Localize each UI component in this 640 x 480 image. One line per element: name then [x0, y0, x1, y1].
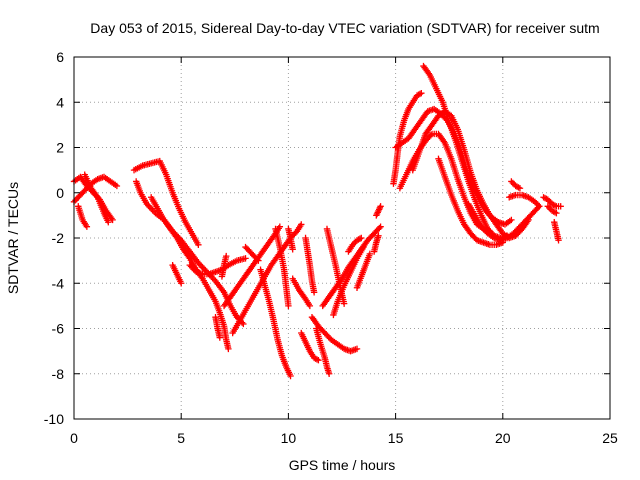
data-point — [276, 223, 284, 230]
data-point — [366, 250, 374, 258]
data-point — [340, 300, 348, 307]
series-track-3 — [75, 203, 91, 230]
series-track-15 — [272, 225, 292, 310]
x-tick-label: 10 — [281, 430, 297, 446]
data-point — [285, 302, 292, 310]
data-point — [360, 243, 367, 251]
data-point — [416, 90, 424, 98]
data-point — [325, 370, 333, 377]
series-track-40 — [551, 218, 562, 244]
x-tick-label: 5 — [177, 430, 185, 446]
series-track-14 — [242, 243, 262, 264]
series-track-11 — [212, 313, 223, 341]
data-marks — [70, 62, 564, 380]
y-tick-label: -4 — [52, 275, 65, 291]
y-axis-title: SDTVAR / TECUs — [5, 182, 21, 294]
data-point — [356, 235, 364, 242]
data-point — [223, 252, 230, 260]
data-point — [536, 203, 543, 210]
series-track-27 — [345, 234, 365, 255]
data-point — [83, 223, 91, 230]
data-point — [216, 334, 223, 341]
y-tick-label: -6 — [52, 321, 65, 337]
data-point — [551, 202, 559, 209]
series-track-19 — [289, 275, 314, 310]
data-point — [516, 185, 524, 192]
axis-ticks: 0 5 10 15 20 25 -10 -8 -6 -4 -2 0 2 4 6 — [44, 49, 618, 446]
chart-title: Day 053 of 2015, Sidereal Day-to-day VTE… — [90, 20, 599, 36]
data-point — [377, 203, 384, 210]
series-track-21 — [308, 313, 361, 355]
series-track-6 — [132, 178, 247, 328]
x-tick-label: 15 — [388, 430, 404, 446]
data-point — [225, 345, 232, 353]
data-point — [515, 184, 522, 191]
series-track-16 — [257, 266, 294, 380]
y-tick-label: -10 — [44, 411, 64, 427]
series-track-17 — [285, 225, 296, 253]
y-tick-label: -8 — [52, 366, 65, 382]
y-tick-label: 6 — [56, 49, 64, 65]
series-track-38 — [508, 178, 524, 192]
data-point — [287, 372, 294, 380]
data-point — [358, 234, 365, 242]
series-track-5 — [130, 157, 202, 248]
data-point — [310, 289, 318, 296]
y-tick-label: 4 — [56, 94, 64, 110]
series-track-41 — [544, 203, 560, 217]
series-track-37 — [506, 191, 543, 210]
series-track-35 — [435, 155, 506, 248]
data-point — [255, 257, 262, 264]
data-point — [240, 320, 247, 328]
series-track-20 — [298, 329, 322, 364]
series-track-8 — [169, 261, 185, 287]
data-point — [375, 232, 382, 239]
data-point — [427, 132, 434, 139]
series-track-18 — [302, 234, 318, 296]
data-point — [418, 90, 425, 97]
data-point — [508, 216, 515, 224]
data-point — [353, 345, 361, 353]
data-point — [557, 203, 564, 210]
x-tick-label: 20 — [495, 430, 511, 446]
data-point — [289, 246, 296, 253]
data-point — [377, 223, 384, 230]
y-tick-label: 0 — [56, 185, 64, 201]
x-tick-label: 0 — [70, 430, 78, 446]
data-point — [306, 302, 314, 310]
x-axis-title: GPS time / hours — [289, 457, 396, 473]
data-point — [298, 221, 305, 228]
series-track-22 — [313, 325, 333, 377]
series-track-25 — [323, 225, 348, 307]
data-point — [553, 209, 560, 217]
data-point — [105, 218, 112, 226]
series-track-32 — [396, 130, 494, 235]
x-tick-label: 25 — [602, 430, 618, 446]
series-track-39 — [540, 194, 564, 210]
data-point — [313, 356, 321, 363]
series-track-29 — [373, 203, 384, 219]
data-point — [376, 224, 383, 232]
data-point — [178, 280, 185, 287]
data-point — [195, 241, 202, 248]
y-tick-label: 2 — [56, 140, 64, 156]
grid — [74, 57, 610, 419]
data-point — [555, 237, 562, 244]
data-point — [315, 356, 322, 364]
data-point — [113, 182, 121, 190]
series-track-34 — [409, 108, 532, 242]
series-track-28 — [370, 232, 382, 255]
y-tick-label: -2 — [52, 230, 65, 246]
series-track-26 — [353, 250, 374, 291]
data-point — [253, 256, 261, 263]
data-point — [242, 255, 249, 262]
data-point — [551, 209, 559, 216]
series-track-10 — [218, 252, 230, 280]
series-track-4 — [81, 171, 112, 226]
